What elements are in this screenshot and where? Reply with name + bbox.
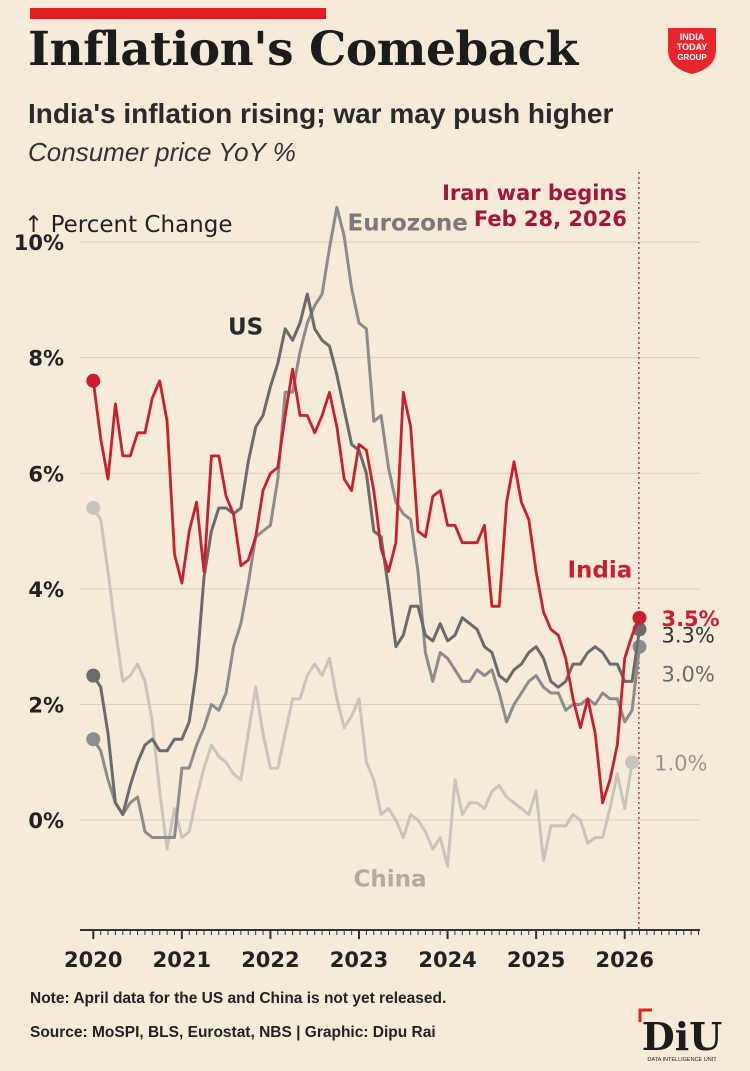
india-series-line <box>91 367 641 805</box>
y-tick-label: 6% <box>28 462 64 486</box>
india-today-logo: INDIA TODAY GROUP <box>664 20 720 76</box>
eurozone-end-point <box>632 639 647 654</box>
title-accent-bar <box>30 8 326 19</box>
china-series-label: China <box>353 867 426 893</box>
x-tick-label: 2026 <box>595 948 653 972</box>
us-start-point <box>86 668 101 683</box>
page-title: Inflation's Comeback <box>28 22 578 77</box>
india-end-point <box>632 610 647 625</box>
y-tick-label: 4% <box>28 578 64 602</box>
svg-text:DATA INTELLIGENCE UNIT: DATA INTELLIGENCE UNIT <box>647 1057 717 1063</box>
eurozone-start-point <box>86 732 101 747</box>
x-tick-label: 2022 <box>241 948 299 972</box>
us-series-line <box>92 292 641 816</box>
eurozone-series-label: Eurozone <box>348 210 468 236</box>
page-subtitle: India's inflation rising; war may push h… <box>28 98 614 129</box>
us-end-value-label: 3.3% <box>661 623 714 647</box>
china-end-point <box>625 755 640 770</box>
svg-text:DiU: DiU <box>642 1014 723 1059</box>
annotation-date-label: Feb 28, 2026 <box>474 207 627 231</box>
annotation-label: Iran war begins <box>442 181 627 205</box>
source-credit: Source: MoSPI, BLS, Eurostat, NBS | Grap… <box>30 1024 436 1041</box>
eurozone-series-line <box>92 205 641 839</box>
x-tick-label: 2024 <box>418 948 476 972</box>
x-tick-label: 2021 <box>153 948 211 972</box>
x-tick-label: 2020 <box>64 948 122 972</box>
y-tick-label: 0% <box>28 809 64 833</box>
y-axis-title: ↑ Percent Change <box>24 212 233 238</box>
svg-text:GROUP: GROUP <box>677 53 707 62</box>
china-end-value-label: 1.0% <box>654 751 707 775</box>
y-tick-label: 2% <box>28 694 64 718</box>
diu-logo: DiU DATA INTELLIGENCE UNIT <box>638 1008 724 1064</box>
india-series-label: India <box>568 557 633 583</box>
eurozone-end-value-label: 3.0% <box>661 663 714 687</box>
y-tick-label: 8% <box>28 347 64 371</box>
china-start-point <box>86 500 101 515</box>
chart-measure-label: Consumer price YoY % <box>28 137 296 167</box>
china-series-line <box>92 507 634 868</box>
x-tick-label: 2025 <box>507 948 565 972</box>
india-end-value-label: 3.5% <box>661 607 719 631</box>
x-tick-label: 2023 <box>330 948 388 972</box>
us-series-label: US <box>228 315 263 341</box>
footnote: Note: April data for the US and China is… <box>30 990 447 1007</box>
india-start-point <box>86 373 101 388</box>
svg-text:INDIA: INDIA <box>680 32 705 42</box>
y-tick-label: 10% <box>14 231 64 255</box>
svg-text:TODAY: TODAY <box>677 42 708 52</box>
